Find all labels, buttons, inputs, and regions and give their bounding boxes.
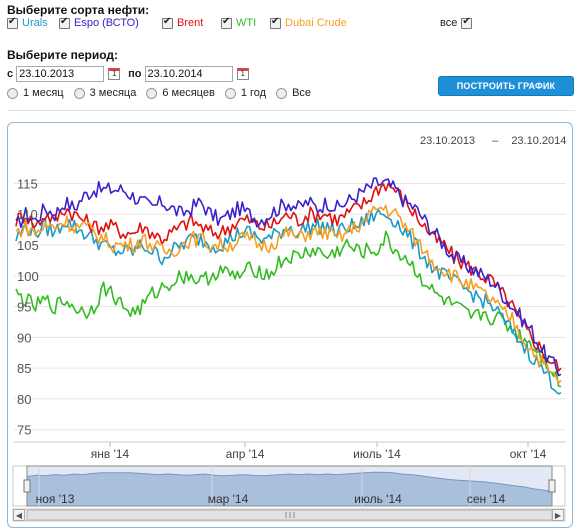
period-option-6-months[interactable]: 6 месяцев (146, 87, 215, 99)
oil-checkbox-all[interactable]: все (440, 16, 473, 29)
navigator-right-arrow[interactable]: ▶ (552, 509, 564, 521)
to-label: по (128, 68, 142, 80)
checkbox-icon[interactable] (270, 16, 281, 29)
chart-range-to: 23.10.2014 (511, 135, 567, 147)
oil-label-brent: Brent (177, 17, 204, 29)
period-range: с по (7, 65, 257, 83)
checkbox-icon[interactable] (221, 16, 232, 29)
build-chart-button[interactable]: ПОСТРОИТЬ ГРАФИК (438, 76, 574, 96)
oil-checkbox-espo[interactable]: Espo (ВСТО) (59, 16, 139, 29)
checkbox-icon[interactable] (162, 16, 173, 29)
quick-period-options: 1 месяц 3 месяца 6 месяцев 1 год Все (7, 87, 321, 99)
chart-range-from: 23.10.2013 (420, 135, 476, 147)
period-option-label: Все (292, 87, 312, 99)
period-option-label: 1 год (240, 87, 267, 99)
navigator-left-arrow[interactable]: ◀ (13, 509, 25, 521)
oil-label-dubai: Dubai Crude (285, 17, 347, 29)
period-option-1-month[interactable]: 1 месяц (7, 87, 64, 99)
calendar-icon[interactable] (236, 68, 249, 80)
oil-label-espo: Espo (ВСТО) (74, 17, 139, 29)
oil-section-title: Выберите сорта нефти: (7, 3, 150, 17)
from-label: с (7, 68, 14, 80)
period-option-all[interactable]: Все (276, 87, 311, 99)
oil-checkbox-brent[interactable]: Brent (162, 16, 204, 29)
checkbox-icon[interactable] (461, 16, 473, 29)
from-date-input[interactable] (16, 66, 105, 82)
chart-container (7, 122, 573, 528)
oil-checkbox-urals[interactable]: Urals (7, 16, 48, 29)
period-option-label: 1 месяц (23, 87, 64, 99)
chart-date-range: 23.10.2013 – 23.10.2014 (420, 135, 570, 147)
oil-checkbox-dubai[interactable]: Dubai Crude (270, 16, 347, 29)
radio-icon[interactable] (73, 87, 85, 99)
oil-checkbox-wti[interactable]: WTI (221, 16, 257, 29)
divider (7, 110, 575, 111)
oil-label-urals: Urals (22, 17, 48, 29)
radio-icon[interactable] (7, 87, 18, 99)
oil-label-wti: WTI (236, 17, 257, 29)
radio-icon[interactable] (146, 87, 158, 99)
radio-icon[interactable] (224, 87, 236, 99)
period-section-title: Выберите период: (7, 48, 119, 62)
oil-label-all: все (440, 17, 458, 29)
to-date-input[interactable] (144, 66, 233, 82)
radio-icon[interactable] (276, 87, 288, 99)
calendar-icon[interactable] (108, 68, 121, 80)
period-option-label: 3 месяца (89, 87, 137, 99)
oil-grade-list: Urals Espo (ВСТО) Brent WTI Dubai Crude … (7, 16, 580, 33)
period-option-1-year[interactable]: 1 год (224, 87, 267, 99)
checkbox-icon[interactable] (7, 16, 18, 29)
chart-range-separator: – (492, 135, 499, 147)
checkbox-icon[interactable] (59, 16, 70, 29)
period-option-label: 6 месяцев (162, 87, 215, 99)
period-option-3-months[interactable]: 3 месяца (73, 87, 137, 99)
